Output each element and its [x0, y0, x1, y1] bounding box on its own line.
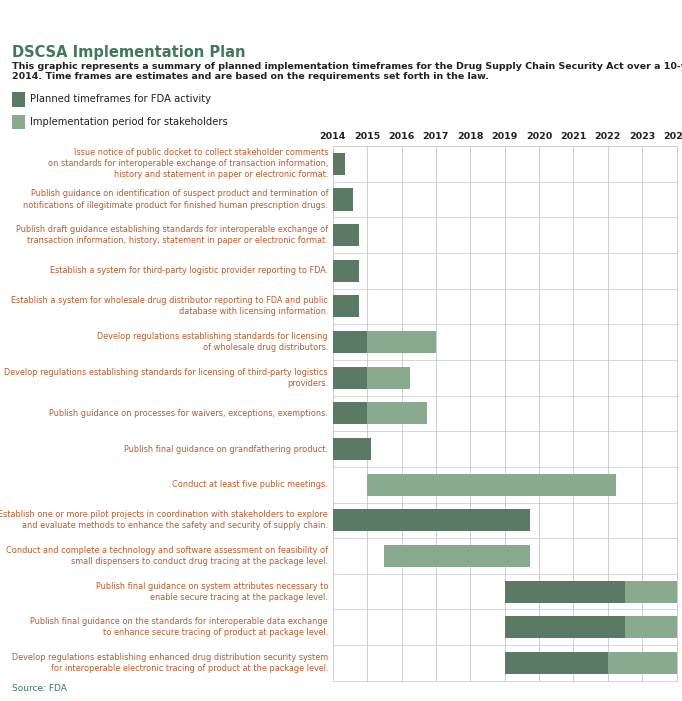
- Bar: [367, 367, 410, 389]
- Text: Issue notice of public docket to collect stakeholder comments
on standards for i: Issue notice of public docket to collect…: [48, 148, 328, 179]
- Bar: [505, 652, 608, 674]
- Bar: [505, 616, 625, 639]
- Bar: [333, 295, 359, 318]
- Text: Publish guidance on identification of suspect product and termination of
notific: Publish guidance on identification of su…: [23, 189, 328, 210]
- Text: Establish one or more pilot projects in coordination with stakeholders to explor: Establish one or more pilot projects in …: [0, 510, 328, 531]
- Text: Publish final guidance on grandfathering product.: Publish final guidance on grandfathering…: [124, 444, 328, 454]
- Bar: [333, 189, 353, 210]
- Bar: [505, 580, 625, 603]
- Text: Develop regulations establishing standards for licensing of third-party logistic: Develop regulations establishing standar…: [4, 368, 328, 388]
- Bar: [333, 331, 367, 353]
- Bar: [12, 93, 25, 107]
- Bar: [608, 652, 677, 674]
- Bar: [333, 367, 367, 389]
- Text: Source: FDA: Source: FDA: [12, 684, 67, 693]
- Bar: [333, 438, 370, 460]
- Text: 2019: 2019: [492, 132, 518, 141]
- Text: Conduct and complete a technology and software assessment on feasibility of
smal: Conduct and complete a technology and so…: [6, 546, 328, 566]
- Text: 2024: 2024: [664, 132, 682, 141]
- Text: This graphic represents a summary of planned implementation timeframes for the D: This graphic represents a summary of pla…: [12, 62, 682, 81]
- Bar: [333, 402, 367, 424]
- Bar: [367, 331, 436, 353]
- Text: Implementation period for stakeholders: Implementation period for stakeholders: [30, 117, 228, 128]
- Bar: [625, 616, 677, 639]
- Bar: [333, 510, 531, 531]
- Text: 2017: 2017: [423, 132, 449, 141]
- Text: Establish a system for third-party logistic provider reporting to FDA.: Establish a system for third-party logis…: [50, 266, 328, 275]
- Bar: [625, 580, 677, 603]
- Text: 2022: 2022: [595, 132, 621, 141]
- Bar: [333, 153, 345, 175]
- Text: 2015: 2015: [354, 132, 381, 141]
- Text: 2016: 2016: [388, 132, 415, 141]
- Bar: [367, 402, 428, 424]
- Text: Publish draft guidance establishing standards for interoperable exchange of
tran: Publish draft guidance establishing stan…: [16, 225, 328, 245]
- Text: Publish final guidance on system attributes necessary to
enable secure tracing a: Publish final guidance on system attribu…: [95, 582, 328, 601]
- Text: Publish guidance on processes for waivers, exceptions, exemptions.: Publish guidance on processes for waiver…: [49, 409, 328, 418]
- Text: Planned timeframes for FDA activity: Planned timeframes for FDA activity: [30, 95, 211, 104]
- Text: Publish final guidance on the standards for interoperable data exchange
to enhan: Publish final guidance on the standards …: [31, 618, 328, 637]
- Text: 2020: 2020: [526, 132, 552, 141]
- Text: Develop regulations establishing enhanced drug distribution security system
for : Develop regulations establishing enhance…: [12, 653, 328, 673]
- Text: 2014: 2014: [320, 132, 346, 141]
- Text: Conduct at least five public meetings.: Conduct at least five public meetings.: [173, 480, 328, 489]
- Text: Establish a system for wholesale drug distributor reporting to FDA and public
da: Establish a system for wholesale drug di…: [11, 297, 328, 316]
- Bar: [333, 260, 359, 282]
- Bar: [12, 116, 25, 130]
- Text: 2021: 2021: [560, 132, 587, 141]
- Bar: [367, 474, 617, 496]
- Bar: [385, 545, 531, 567]
- Text: DSCSA Implementation Plan: DSCSA Implementation Plan: [12, 45, 246, 60]
- Text: 2018: 2018: [457, 132, 484, 141]
- Text: 2023: 2023: [629, 132, 655, 141]
- Text: Develop regulations establishing standards for licensing
of wholesale drug distr: Develop regulations establishing standar…: [98, 332, 328, 352]
- Bar: [333, 224, 359, 246]
